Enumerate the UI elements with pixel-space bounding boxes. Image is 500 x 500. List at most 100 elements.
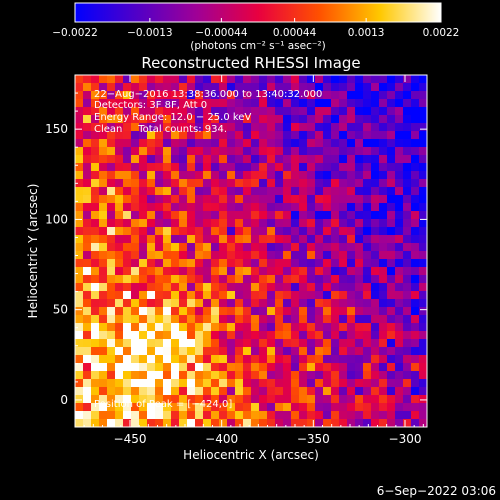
heatmap-cell [275, 267, 284, 276]
heatmap-cell [291, 275, 300, 284]
heatmap-cell [139, 115, 148, 124]
heatmap-cell [211, 123, 220, 132]
heatmap-cell [235, 331, 244, 340]
heatmap-cell [107, 379, 116, 388]
heatmap-cell [163, 187, 172, 196]
heatmap-cell [307, 363, 316, 372]
heatmap-cell [275, 131, 284, 140]
heatmap-cell [75, 267, 84, 276]
heatmap-cell [75, 347, 84, 356]
heatmap-cell [371, 371, 380, 380]
heatmap-cell [307, 195, 316, 204]
heatmap-cell [219, 91, 228, 100]
heatmap-cell [307, 259, 316, 268]
heatmap-cell [83, 187, 92, 196]
heatmap-cell [363, 387, 372, 396]
heatmap-cell [243, 155, 252, 164]
heatmap-cell [379, 219, 388, 228]
heatmap-cell [371, 179, 380, 188]
heatmap-cell [283, 195, 292, 204]
heatmap-cell [315, 171, 324, 180]
heatmap-cell [243, 203, 252, 212]
heatmap-cell [251, 123, 260, 132]
heatmap-cell [243, 219, 252, 228]
heatmap-cell [187, 235, 196, 244]
heatmap-cell [243, 411, 252, 420]
heatmap-cell [99, 171, 108, 180]
heatmap-cell [315, 307, 324, 316]
heatmap-cell [99, 307, 108, 316]
heatmap-cell [131, 171, 140, 180]
heatmap-cell [323, 387, 332, 396]
heatmap-cell [99, 155, 108, 164]
heatmap-cell [275, 259, 284, 268]
heatmap-cell [187, 403, 196, 412]
heatmap-cell [267, 387, 276, 396]
heatmap-cell [403, 259, 412, 268]
heatmap-cell [283, 179, 292, 188]
heatmap-cell [195, 235, 204, 244]
heatmap-cell [267, 403, 276, 412]
heatmap-cell [99, 147, 108, 156]
heatmap-cell [171, 323, 180, 332]
heatmap-cell [219, 83, 228, 92]
heatmap-cell [235, 227, 244, 236]
heatmap-cell [275, 211, 284, 220]
heatmap-cell [187, 203, 196, 212]
heatmap-cell [371, 339, 380, 348]
heatmap-cell [91, 363, 100, 372]
heatmap-cell [347, 315, 356, 324]
heatmap-cell [403, 363, 412, 372]
heatmap-cell [75, 403, 84, 412]
heatmap-cell [307, 211, 316, 220]
heatmap-cell [283, 115, 292, 124]
heatmap-cell [275, 315, 284, 324]
heatmap-cell [171, 123, 180, 132]
heatmap-cell [419, 355, 427, 364]
heatmap-cell [419, 131, 427, 140]
heatmap-cell [331, 291, 340, 300]
heatmap-cell [203, 323, 212, 332]
heatmap-cell [355, 419, 364, 427]
heatmap-cell [107, 403, 116, 412]
heatmap-cell [395, 363, 404, 372]
heatmap-cell [291, 259, 300, 268]
heatmap-cell [387, 219, 396, 228]
heatmap-cell [347, 299, 356, 308]
heatmap-cell [147, 211, 156, 220]
x-axis-ticks: −450 −400 −350 −300 [83, 75, 424, 446]
heatmap-cell [251, 83, 260, 92]
heatmap-cell [315, 315, 324, 324]
heatmap-cell [347, 251, 356, 260]
heatmap-cell [243, 83, 252, 92]
heatmap-cell [259, 99, 268, 108]
heatmap-cell [75, 91, 84, 100]
heatmap-cell [347, 411, 356, 420]
heatmap-cell [83, 387, 92, 396]
heatmap-cell [227, 251, 236, 260]
heatmap-cell [107, 123, 116, 132]
heatmap-cell [259, 219, 268, 228]
heatmap-cell [395, 331, 404, 340]
heatmap-cell [267, 131, 276, 140]
heatmap-cell [147, 179, 156, 188]
heatmap-cell [363, 251, 372, 260]
heatmap-cell [187, 251, 196, 260]
heatmap-cell [323, 179, 332, 188]
heatmap-cell [363, 291, 372, 300]
heatmap-cell [355, 395, 364, 404]
heatmap-cell [307, 187, 316, 196]
heatmap-cell [115, 395, 124, 404]
heatmap-cell [307, 379, 316, 388]
heatmap-cell [235, 147, 244, 156]
heatmap-cell [259, 251, 268, 260]
heatmap-cell [299, 283, 308, 292]
heatmap-cell [235, 323, 244, 332]
heatmap-cell [163, 299, 172, 308]
heatmap-cell [275, 419, 284, 427]
heatmap-cell [227, 107, 236, 116]
heatmap-cell [123, 395, 132, 404]
heatmap-cell [387, 259, 396, 268]
heatmap-cell [203, 203, 212, 212]
heatmap-cell [347, 363, 356, 372]
